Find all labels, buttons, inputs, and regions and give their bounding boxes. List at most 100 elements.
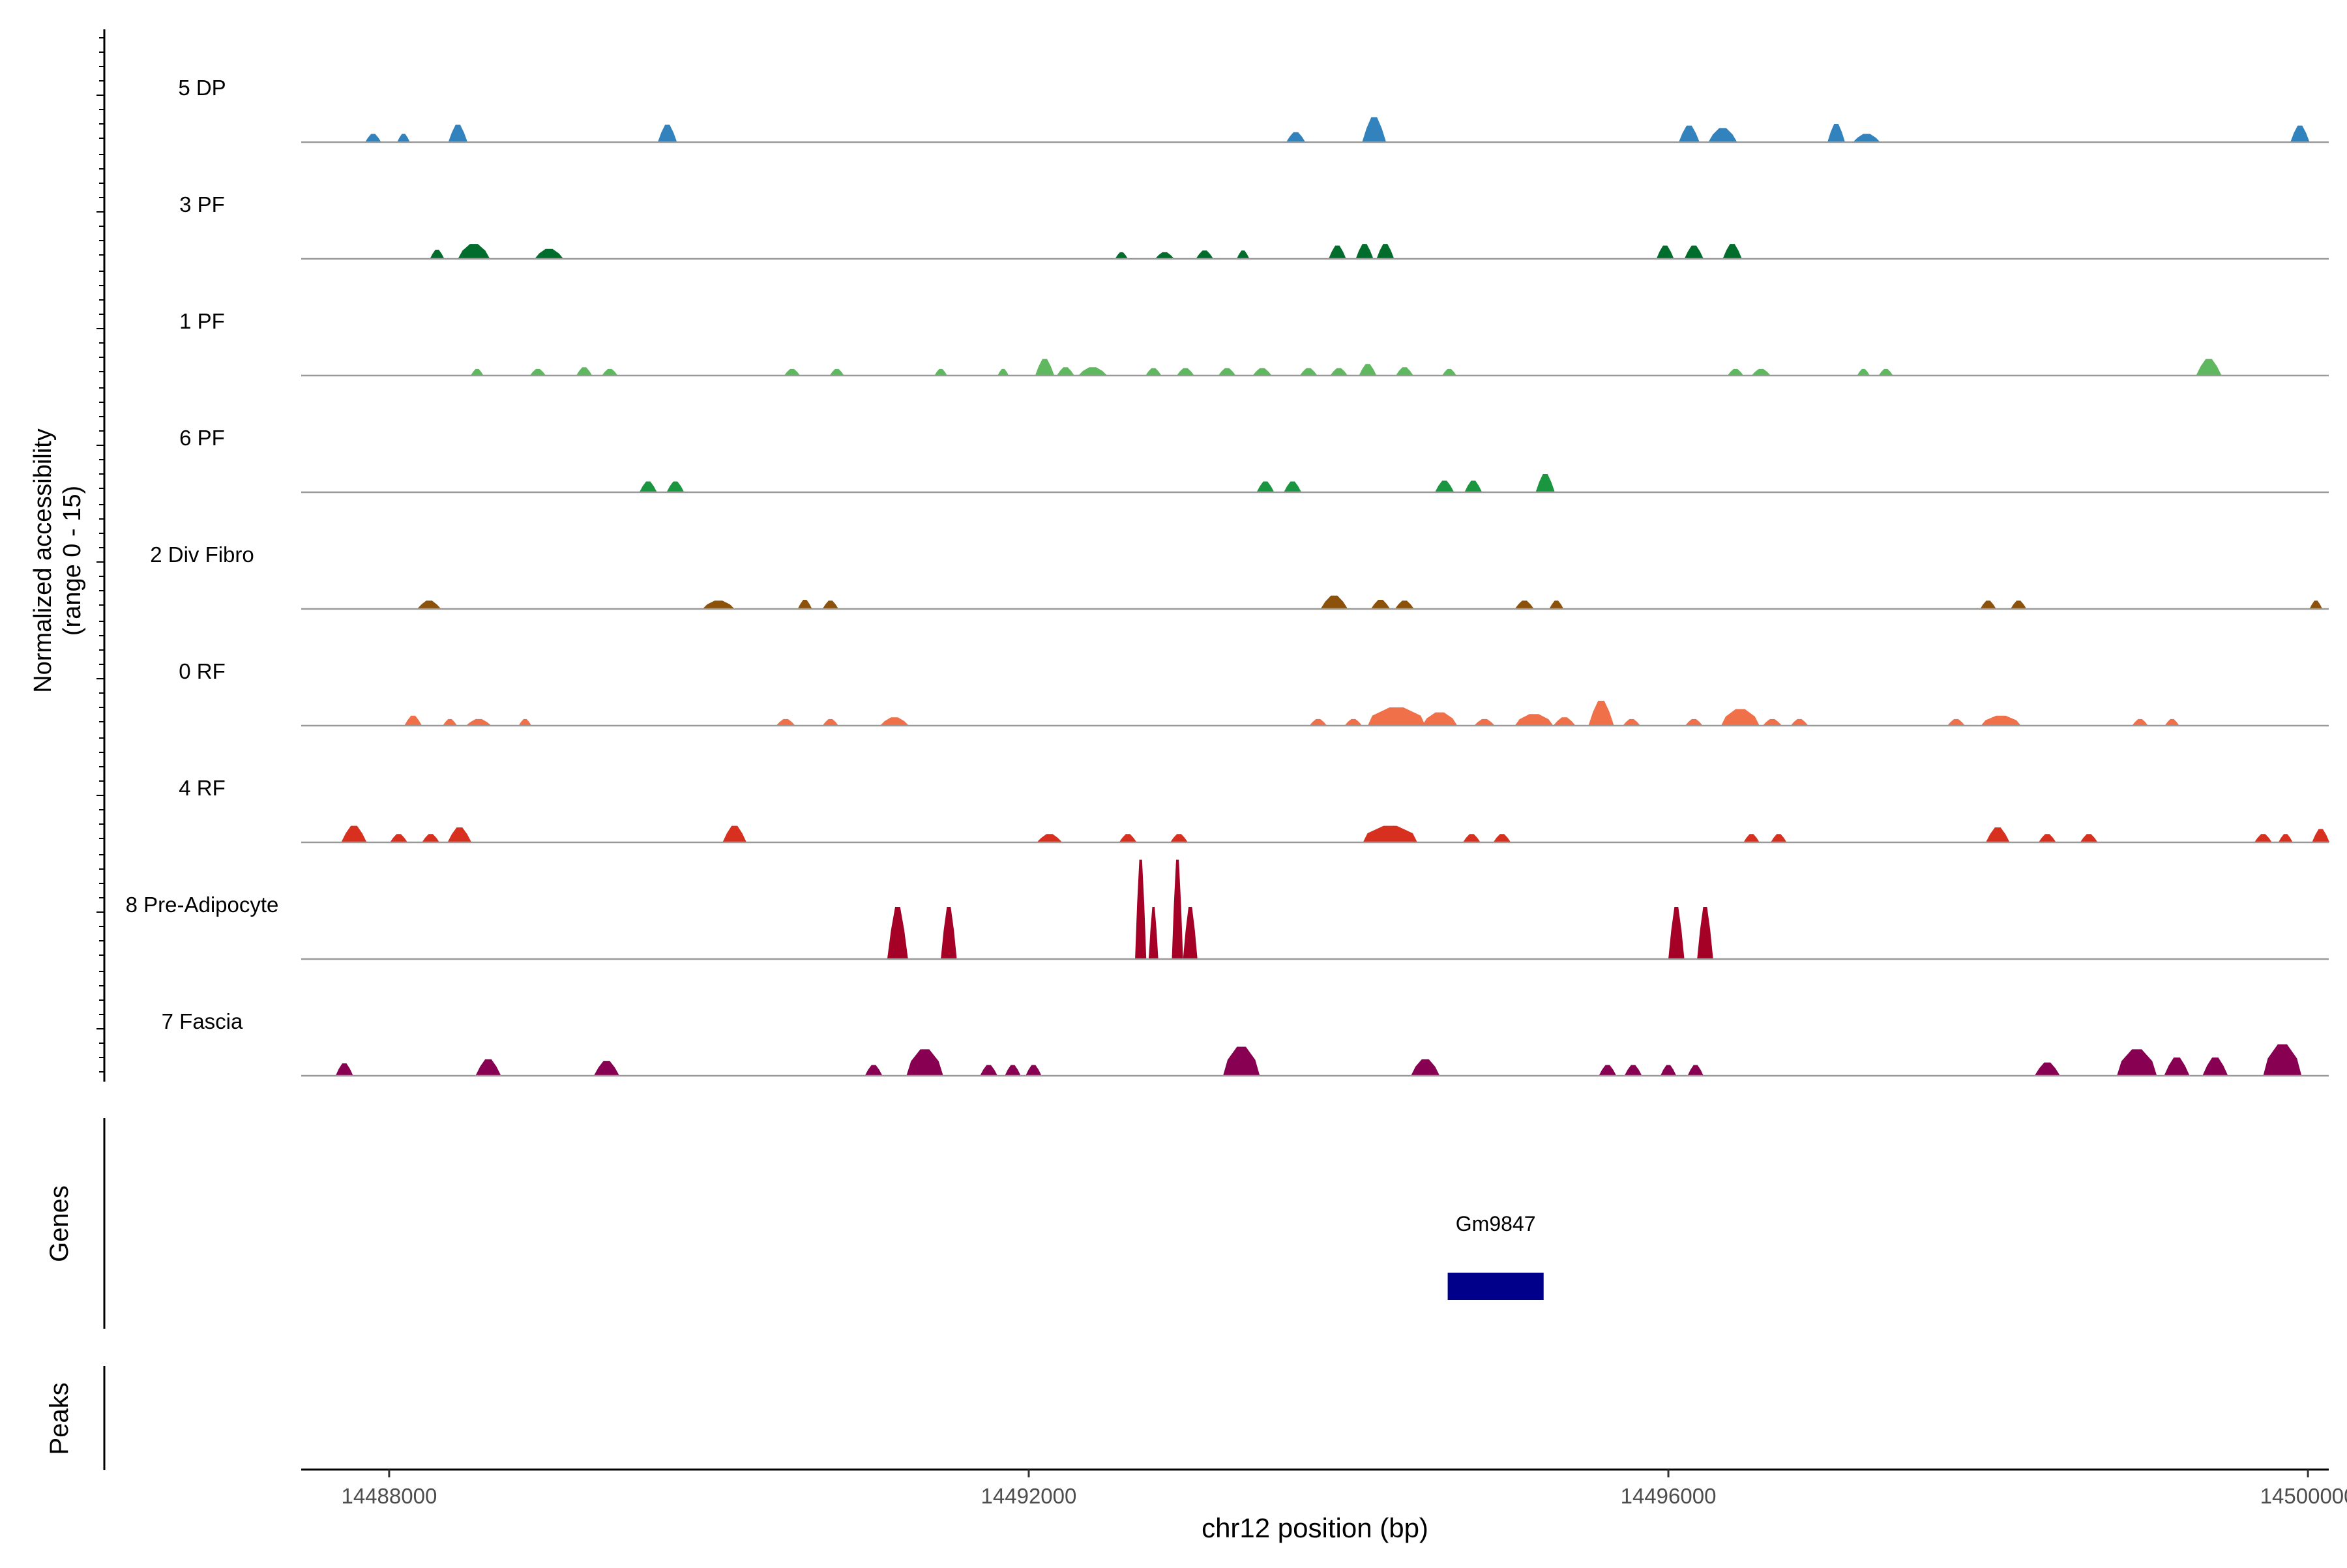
coverage-peak xyxy=(1474,718,1495,726)
coverage-peak xyxy=(1985,827,2010,842)
coverage-peak xyxy=(1857,368,1870,376)
coverage-peak xyxy=(1359,364,1377,376)
coverage-peak xyxy=(1344,718,1363,726)
coverage-peak xyxy=(1588,700,1614,726)
coverage-peak xyxy=(448,125,468,142)
coverage-peak xyxy=(1148,906,1159,959)
coverage-peak xyxy=(1708,128,1737,142)
coverage-peak xyxy=(1827,124,1846,142)
coverage-peak xyxy=(702,600,735,609)
coverage-peak xyxy=(1720,709,1760,726)
coverage-peak xyxy=(1183,906,1198,959)
coverage-peak xyxy=(447,827,472,842)
coverage-peak xyxy=(1493,834,1511,842)
coverage-peak xyxy=(529,368,546,376)
coverage-peak xyxy=(1660,1065,1677,1076)
coverage-peak xyxy=(934,368,947,376)
genes-track-label: Genes xyxy=(45,1185,74,1262)
coverage-peak xyxy=(1549,600,1564,609)
coverage-peak xyxy=(1751,368,1771,376)
coverage-peak xyxy=(1687,1065,1704,1076)
coverage-peak xyxy=(1218,368,1236,376)
coverage-peak xyxy=(1328,245,1346,259)
coverage-peak xyxy=(1252,368,1272,376)
coverage-peak xyxy=(1115,252,1129,259)
coverage-peak xyxy=(390,834,408,842)
coverage-peak xyxy=(2254,834,2272,842)
coverage-peak xyxy=(1441,368,1457,376)
track-3: 6 PF xyxy=(179,426,2329,494)
coverage-peak xyxy=(422,834,440,842)
coverage-peak xyxy=(2164,1058,2190,1076)
track-2: 1 PF xyxy=(179,309,2329,377)
coverage-peak xyxy=(576,367,593,376)
coverage-peak xyxy=(1236,250,1250,259)
coverage-peak xyxy=(1762,718,1782,726)
track-label: 8 Pre-Adipocyte xyxy=(126,893,279,917)
coverage-peak xyxy=(2309,600,2323,609)
track-label: 3 PF xyxy=(179,192,225,216)
coverage-peak xyxy=(666,481,685,492)
x-axis-label: chr12 position (bp) xyxy=(1202,1513,1428,1543)
coverage-peak xyxy=(1623,718,1641,726)
track-5: 0 RF xyxy=(179,659,2329,727)
coverage-peak xyxy=(1309,718,1327,726)
coverage-peak xyxy=(1256,481,1275,492)
track-1: 3 PF xyxy=(179,192,2329,260)
track-label: 4 RF xyxy=(179,776,226,800)
coverage-peak xyxy=(1697,906,1713,959)
peaks-track-label: Peaks xyxy=(45,1382,74,1455)
coverage-peak xyxy=(1367,707,1426,726)
gene-body xyxy=(1447,1273,1544,1300)
coverage-peak xyxy=(887,906,908,959)
track-label: 0 RF xyxy=(179,659,226,683)
track-7: 8 Pre-Adipocyte xyxy=(126,859,2329,960)
coverage-peak xyxy=(1727,368,1744,376)
coverage-peak xyxy=(1035,359,1055,376)
coverage-peak xyxy=(443,718,458,726)
coverage-peak xyxy=(980,1065,998,1076)
coverage-peak xyxy=(2034,1062,2060,1076)
coverage-peak xyxy=(1434,481,1454,492)
coverage-peak xyxy=(518,718,532,726)
x-tick-label: 14492000 xyxy=(981,1484,1077,1508)
coverage-peak xyxy=(430,250,445,259)
coverage-peak xyxy=(1170,834,1188,842)
coverage-peak xyxy=(1395,367,1413,376)
coverage-peak xyxy=(404,715,422,726)
coverage-peak xyxy=(2117,1049,2157,1076)
coverage-peak xyxy=(722,825,747,842)
coverage-peak xyxy=(1947,718,1966,726)
y-axis-label: Normalized accessibility xyxy=(29,428,57,692)
coverage-peak xyxy=(822,718,839,726)
coverage-peak xyxy=(1299,368,1318,376)
coverage-peak xyxy=(1668,906,1685,959)
coverage-peak xyxy=(1172,859,1183,959)
coverage-peak xyxy=(822,600,839,609)
coverage-peak xyxy=(593,1061,620,1076)
coverage-peak xyxy=(1981,715,2021,726)
coverage-peak xyxy=(335,1063,353,1076)
y-axis-label-range: (range 0 - 15) xyxy=(59,486,86,636)
coverage-peak xyxy=(1553,717,1576,726)
coverage-peak xyxy=(2132,718,2148,726)
gene-label: Gm9847 xyxy=(1456,1212,1536,1235)
coverage-peak xyxy=(2164,718,2179,726)
x-tick-label: 14500000 xyxy=(2260,1484,2347,1508)
coverage-peak xyxy=(1853,134,1881,142)
coverage-peak xyxy=(1514,714,1554,726)
x-tick-label: 14496000 xyxy=(1621,1484,1717,1508)
coverage-peak xyxy=(1422,712,1458,726)
coverage-peak xyxy=(2010,600,2027,609)
coverage-peak xyxy=(475,1059,501,1076)
coverage-peak xyxy=(1722,244,1742,259)
coverage-peak xyxy=(365,134,381,142)
coverage-peak xyxy=(829,368,844,376)
coverage-peak xyxy=(1363,825,1417,842)
coverage-peak xyxy=(997,368,1009,376)
axes-layer: Normalized accessibility (range 0 - 15) … xyxy=(29,29,2347,1543)
coverage-peak xyxy=(776,718,795,726)
coverage-peak xyxy=(1395,600,1415,609)
